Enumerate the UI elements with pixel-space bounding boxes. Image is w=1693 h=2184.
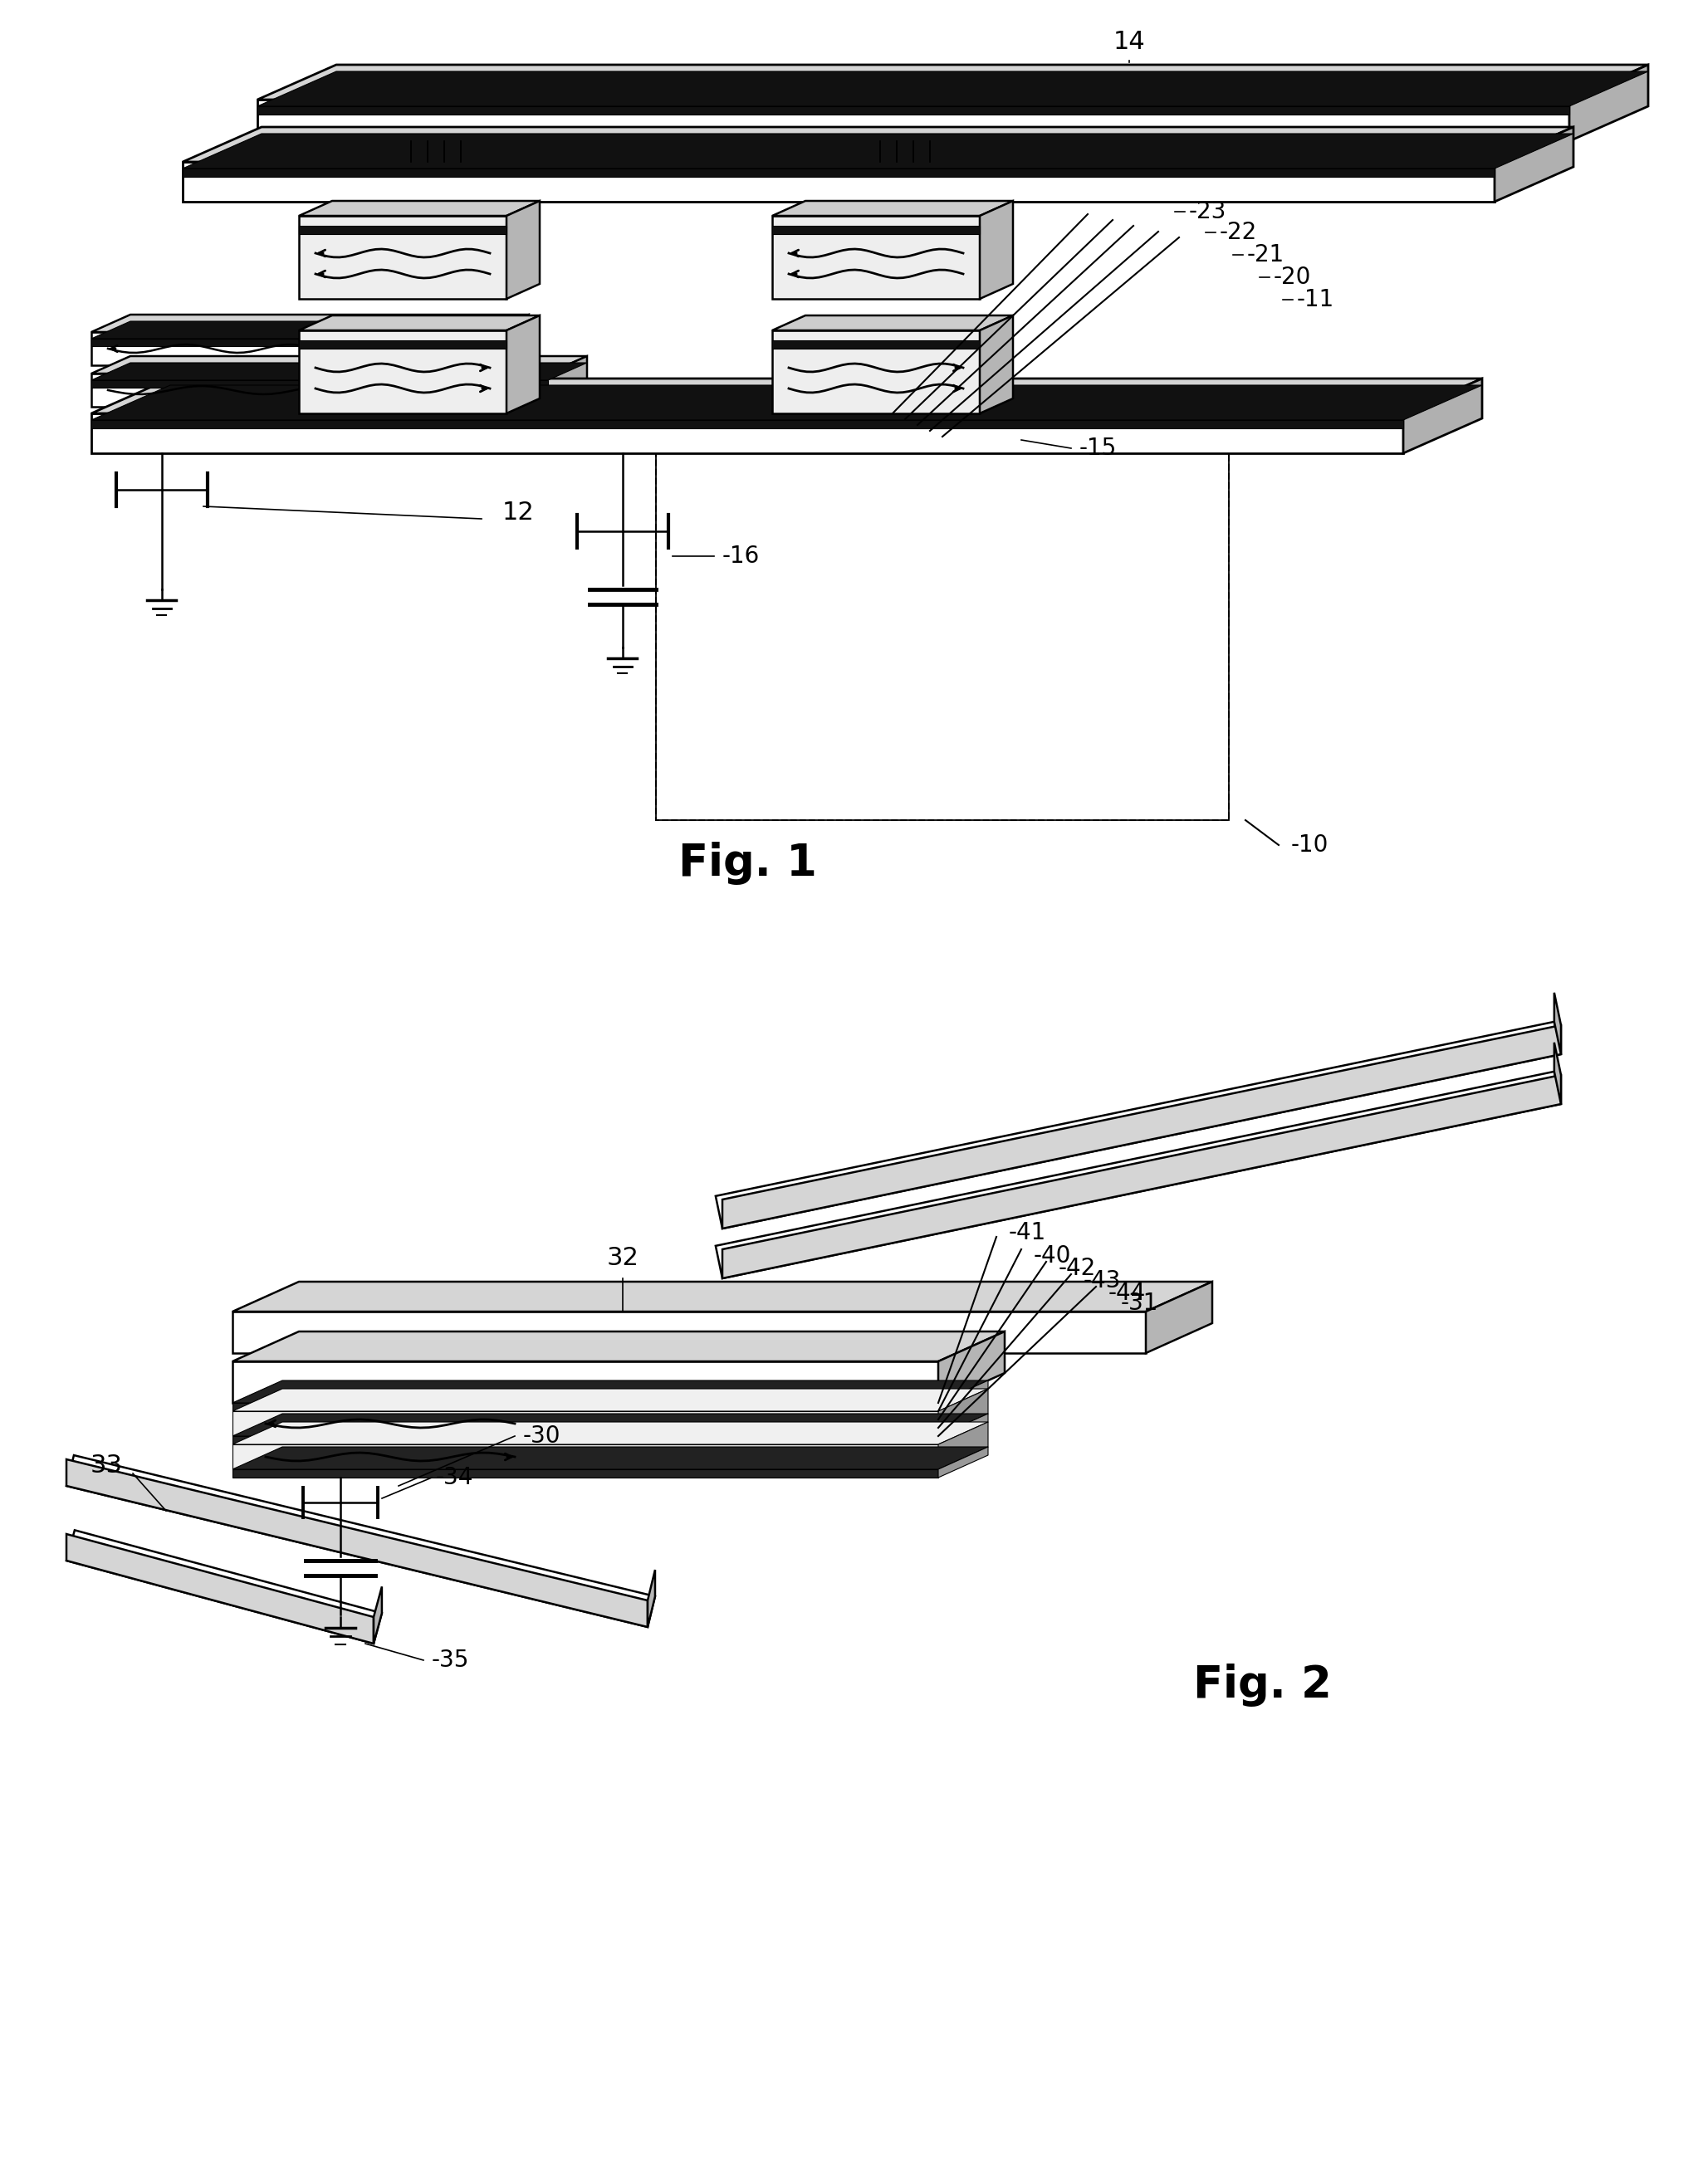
Polygon shape <box>721 1075 1561 1278</box>
Polygon shape <box>232 1332 1004 1361</box>
Polygon shape <box>91 332 489 365</box>
Polygon shape <box>232 1446 987 1470</box>
Polygon shape <box>232 1413 987 1437</box>
Polygon shape <box>66 1533 374 1645</box>
Polygon shape <box>772 216 979 299</box>
Polygon shape <box>772 330 979 413</box>
Polygon shape <box>91 356 587 373</box>
Text: 32: 32 <box>606 1247 638 1271</box>
Text: -20: -20 <box>1273 266 1310 288</box>
Polygon shape <box>91 363 587 380</box>
Text: -44: -44 <box>1107 1282 1146 1304</box>
Text: 14: 14 <box>1112 31 1144 55</box>
Polygon shape <box>257 66 1647 100</box>
Polygon shape <box>91 314 528 332</box>
Polygon shape <box>549 356 587 406</box>
Polygon shape <box>772 201 1012 216</box>
Text: Fig. 1: Fig. 1 <box>677 841 816 885</box>
Polygon shape <box>714 1072 1561 1278</box>
Polygon shape <box>938 1389 987 1437</box>
Polygon shape <box>232 1361 938 1402</box>
Text: -10: -10 <box>1290 834 1327 856</box>
Text: 12: 12 <box>503 500 535 524</box>
Polygon shape <box>232 1470 938 1479</box>
Polygon shape <box>489 314 528 365</box>
Text: -23: -23 <box>1188 201 1226 223</box>
Polygon shape <box>66 1531 381 1645</box>
Polygon shape <box>183 127 1573 162</box>
Text: -34: -34 <box>435 1465 474 1489</box>
Polygon shape <box>232 1282 1212 1313</box>
Polygon shape <box>1554 994 1561 1055</box>
Polygon shape <box>1144 1282 1212 1354</box>
Text: Fig. 2: Fig. 2 <box>1192 1664 1331 1706</box>
Text: -15: -15 <box>1078 437 1116 461</box>
Polygon shape <box>298 201 540 216</box>
Polygon shape <box>232 1411 938 1437</box>
Text: -21: -21 <box>1246 242 1283 266</box>
Polygon shape <box>257 100 1568 142</box>
Polygon shape <box>298 330 506 413</box>
Polygon shape <box>91 384 1481 419</box>
Polygon shape <box>298 314 540 330</box>
Polygon shape <box>183 133 1573 168</box>
Polygon shape <box>91 380 549 387</box>
Text: -22: -22 <box>1219 221 1256 245</box>
Polygon shape <box>232 1389 987 1411</box>
Polygon shape <box>938 1446 987 1479</box>
Text: -41: -41 <box>1009 1221 1046 1245</box>
Polygon shape <box>298 225 506 234</box>
Text: -42: -42 <box>1058 1256 1095 1280</box>
Polygon shape <box>298 341 506 349</box>
Polygon shape <box>91 339 489 345</box>
Polygon shape <box>232 1437 938 1444</box>
Polygon shape <box>938 1413 987 1444</box>
Polygon shape <box>938 1380 987 1411</box>
Polygon shape <box>257 72 1647 107</box>
Polygon shape <box>232 1444 938 1470</box>
Polygon shape <box>938 1422 987 1470</box>
Polygon shape <box>374 1586 381 1645</box>
Polygon shape <box>979 314 1012 413</box>
Polygon shape <box>232 1422 987 1444</box>
Polygon shape <box>66 1459 647 1627</box>
Polygon shape <box>772 314 1012 330</box>
Polygon shape <box>979 201 1012 299</box>
Polygon shape <box>772 225 979 234</box>
Polygon shape <box>1554 1042 1561 1105</box>
Text: -31: -31 <box>1121 1291 1158 1315</box>
Polygon shape <box>506 201 540 299</box>
Polygon shape <box>506 314 540 413</box>
Text: -43: -43 <box>1084 1269 1121 1293</box>
Polygon shape <box>647 1570 655 1627</box>
Text: -35: -35 <box>432 1649 469 1671</box>
Polygon shape <box>938 1332 1004 1402</box>
Polygon shape <box>183 168 1493 177</box>
Polygon shape <box>721 1024 1561 1230</box>
Polygon shape <box>1493 127 1573 201</box>
Polygon shape <box>91 413 1402 454</box>
Bar <box>655 413 1227 821</box>
Polygon shape <box>91 419 1402 428</box>
Text: -16: -16 <box>721 544 760 568</box>
Text: 33: 33 <box>90 1452 124 1476</box>
Polygon shape <box>91 373 549 406</box>
Polygon shape <box>232 1402 938 1411</box>
Polygon shape <box>66 1455 655 1627</box>
Polygon shape <box>257 107 1568 114</box>
Polygon shape <box>91 378 1481 413</box>
Polygon shape <box>298 216 506 299</box>
Polygon shape <box>183 162 1493 201</box>
Polygon shape <box>714 1022 1561 1230</box>
Polygon shape <box>91 321 528 339</box>
Polygon shape <box>232 1313 1144 1354</box>
Text: -40: -40 <box>1033 1245 1072 1267</box>
Polygon shape <box>1402 378 1481 454</box>
Polygon shape <box>1568 66 1647 142</box>
Text: -30: -30 <box>523 1424 560 1448</box>
Polygon shape <box>772 341 979 349</box>
Polygon shape <box>232 1380 987 1402</box>
Text: -11: -11 <box>1297 288 1334 312</box>
